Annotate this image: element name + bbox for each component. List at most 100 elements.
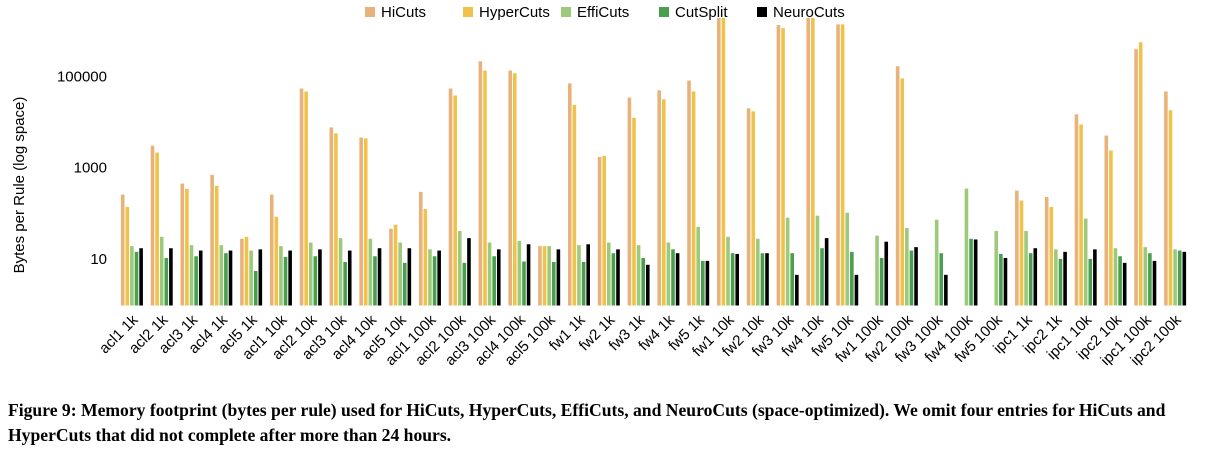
bar — [586, 244, 590, 306]
bar — [508, 70, 512, 306]
bar — [453, 95, 457, 306]
bar — [428, 249, 432, 306]
bar — [572, 104, 577, 306]
bar — [696, 226, 701, 306]
bar — [616, 249, 620, 306]
bar — [836, 24, 840, 306]
bar — [279, 246, 283, 306]
bar — [1044, 196, 1049, 306]
bar — [288, 250, 292, 306]
bar — [641, 257, 645, 306]
bar — [253, 271, 258, 306]
bar — [1063, 251, 1067, 306]
bar — [1152, 260, 1157, 306]
bar — [1138, 42, 1143, 306]
caption: Figure 9: Memory footprint (bytes per ru… — [8, 400, 1166, 445]
bar — [1143, 247, 1148, 306]
bar — [811, 18, 815, 306]
bar — [334, 133, 338, 306]
bar — [462, 262, 467, 306]
bar — [820, 248, 824, 306]
bar — [130, 246, 134, 306]
legend-label: HiCuts — [381, 4, 426, 21]
bar — [636, 245, 641, 306]
bar — [751, 111, 756, 306]
bar — [765, 253, 769, 306]
bar — [662, 99, 666, 306]
bar — [139, 248, 143, 306]
bar — [155, 152, 159, 306]
bar — [318, 249, 322, 306]
bar — [567, 83, 572, 306]
bar — [517, 240, 522, 306]
bar — [905, 227, 909, 306]
bar — [735, 253, 740, 306]
bar — [219, 245, 224, 306]
bar — [483, 70, 487, 306]
bar — [457, 230, 462, 306]
bar — [675, 253, 680, 306]
bar — [299, 88, 304, 306]
bar — [1093, 249, 1097, 306]
bar — [687, 80, 691, 306]
bar — [657, 90, 662, 306]
bar — [1028, 253, 1033, 306]
bar — [478, 61, 483, 306]
bar — [845, 212, 850, 306]
bar — [611, 253, 616, 306]
chart: Bytes per Rule (log space) 10 1000 100000 H… — [11, 4, 1187, 369]
bar — [606, 242, 611, 306]
legend-swatch — [561, 7, 571, 17]
bar — [840, 24, 845, 306]
y-tick-label: 100000 — [57, 68, 107, 85]
bar — [717, 18, 721, 306]
bar — [1109, 150, 1113, 306]
bar — [373, 256, 377, 306]
bar — [214, 185, 219, 306]
bar — [973, 239, 978, 306]
bar — [437, 250, 441, 306]
bar — [368, 238, 373, 306]
bar — [194, 256, 198, 306]
bar — [577, 245, 581, 306]
bar — [939, 253, 944, 306]
bar — [313, 256, 318, 306]
bar — [1104, 135, 1109, 306]
legend-label: CutSplit — [675, 4, 728, 21]
bar — [850, 251, 854, 306]
bar — [1024, 230, 1028, 306]
bar — [283, 256, 288, 306]
bar — [730, 253, 735, 306]
bar — [994, 230, 999, 306]
bar — [304, 91, 308, 306]
bar — [542, 246, 547, 306]
legend-label: EffiCuts — [577, 4, 629, 21]
bar — [189, 245, 194, 306]
bar — [448, 88, 453, 306]
bar — [964, 188, 969, 306]
bar — [914, 247, 918, 306]
bar — [602, 155, 606, 306]
bar — [1033, 248, 1038, 306]
bar — [1177, 250, 1182, 306]
bar — [423, 209, 428, 306]
bar — [164, 257, 169, 306]
bar — [244, 236, 249, 306]
bar — [224, 253, 228, 306]
bar — [185, 188, 189, 306]
bar — [645, 264, 650, 306]
bar — [398, 242, 402, 306]
legend-swatch — [365, 7, 375, 17]
bar — [432, 256, 437, 306]
bar — [359, 137, 363, 306]
bar — [377, 248, 382, 306]
bar — [1003, 257, 1008, 306]
page: Bytes per Rule (log space) 10 1000 100000 H… — [8, 3, 1187, 445]
bar — [785, 217, 790, 306]
bar — [169, 248, 173, 306]
bar — [1083, 218, 1088, 306]
bar — [1168, 110, 1173, 306]
bar — [1054, 249, 1058, 306]
bar — [240, 238, 244, 306]
bar — [756, 238, 760, 306]
